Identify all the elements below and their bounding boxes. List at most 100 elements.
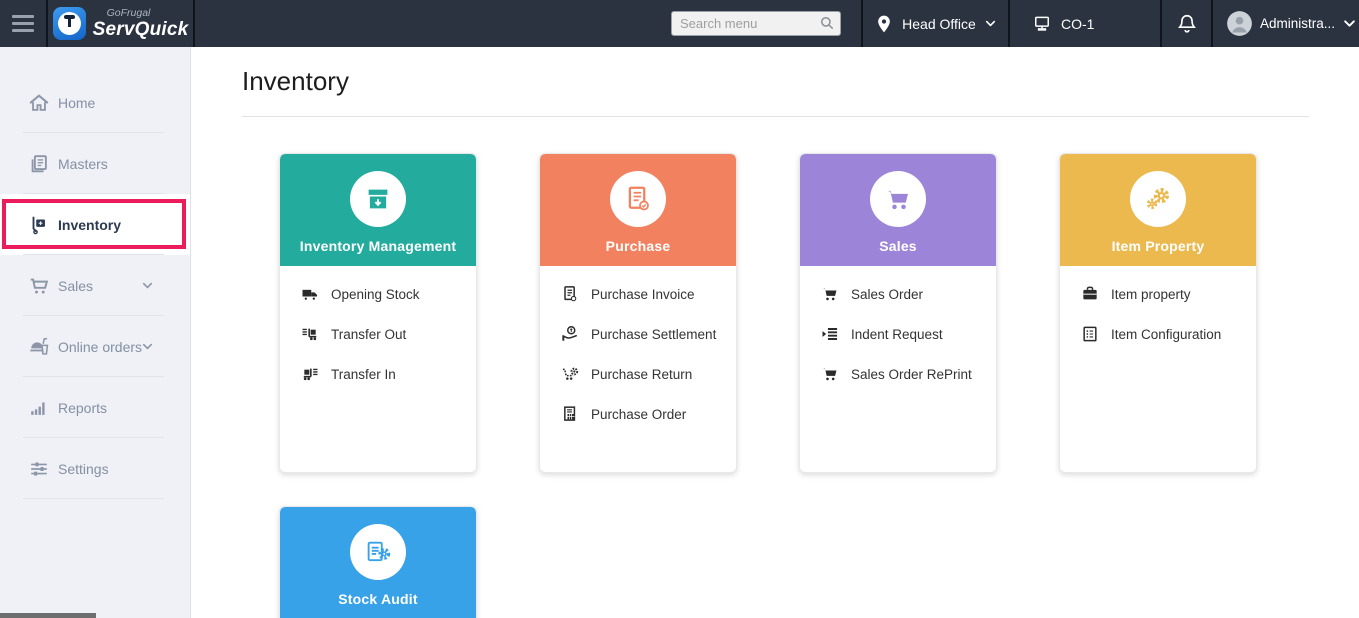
bell-icon: [1176, 13, 1198, 35]
indent-request-icon: [820, 324, 840, 344]
menu-item-sales-order[interactable]: Sales Order: [820, 274, 996, 314]
chevron-down-icon: [141, 279, 154, 292]
menu-item-item-property[interactable]: Item property: [1080, 274, 1256, 314]
inventory-box-icon: [363, 184, 393, 214]
sidebar-item-home[interactable]: Home: [0, 72, 190, 133]
brand-name-top: GoFrugal: [106, 7, 151, 20]
purchase-return-icon: [560, 364, 580, 384]
reports-icon: [28, 397, 50, 419]
menu-item-purchase-settlement[interactable]: Purchase Settlement: [560, 314, 736, 354]
menu-item-opening-stock[interactable]: Opening Stock: [300, 274, 476, 314]
terminal-selector[interactable]: CO-1: [1010, 0, 1160, 47]
card-sales: Sales Sales Order Indent Request Sales Orde…: [799, 153, 997, 473]
purchase-order-icon: [560, 404, 580, 424]
menu-button[interactable]: [0, 0, 46, 47]
menu-item-label: Transfer Out: [331, 326, 407, 342]
menu-item-item-configuration[interactable]: Item Configuration: [1080, 314, 1256, 354]
masters-icon: [28, 153, 50, 175]
card-title: Stock Audit: [338, 591, 418, 607]
sales-order-reprint-icon: [820, 364, 840, 384]
location-selector[interactable]: Head Office: [863, 0, 1008, 47]
menu-item-label: Sales Order RePrint: [851, 366, 972, 382]
menu-item-transfer-out[interactable]: Transfer Out: [300, 314, 476, 354]
sidebar-item-label: Online orders: [58, 338, 143, 355]
sales-icon: [28, 275, 50, 297]
card-menu-list: Sales Order Indent Request Sales Order ReP…: [800, 266, 996, 394]
sales-cart-icon: [883, 184, 913, 214]
location-pin-icon: [874, 14, 894, 34]
search-box: [671, 11, 841, 36]
terminal-icon: [1032, 14, 1052, 34]
topbar-divider: [1211, 0, 1213, 47]
purchase-invoice-small-icon: [560, 284, 580, 304]
search-input[interactable]: [671, 11, 841, 36]
topbar-divider: [1160, 0, 1162, 47]
brand-text: GoFrugal ServQuick: [93, 8, 189, 39]
card-icon-circle: [1130, 171, 1186, 227]
horizontal-scrollbar-thumb[interactable]: [0, 613, 96, 618]
sidebar-item-reports[interactable]: Reports: [0, 377, 190, 438]
card-title: Purchase: [605, 238, 671, 254]
menu-item-indent-request[interactable]: Indent Request: [820, 314, 996, 354]
menu-item-label: Purchase Order: [591, 406, 687, 422]
menu-item-label: Item property: [1111, 286, 1191, 302]
transfer-out-icon: [300, 324, 320, 344]
sidebar-item-masters[interactable]: Masters: [0, 133, 190, 194]
card-purchase: Purchase Purchase Invoice Purchase Settlem…: [539, 153, 737, 473]
menu-item-transfer-in[interactable]: Transfer In: [300, 354, 476, 394]
brand-name-bottom: ServQuick: [92, 18, 189, 40]
transfer-in-icon: [300, 364, 320, 384]
sidebar-item-inventory[interactable]: Inventory: [0, 194, 190, 255]
opening-stock-icon: [300, 284, 320, 304]
chevron-down-icon: [1342, 16, 1357, 31]
sidebar-item-label: Sales: [58, 277, 94, 294]
search-icon[interactable]: [818, 14, 836, 32]
menu-item-label: Item Configuration: [1111, 326, 1222, 342]
sidebar-item-label: Settings: [58, 460, 109, 477]
card-header-purchase[interactable]: Purchase: [540, 154, 736, 266]
cards-grid: Inventory Management Opening Stock Transfe…: [279, 153, 1279, 618]
sidebar-item-settings[interactable]: Settings: [0, 438, 190, 499]
gears-icon: [1143, 184, 1173, 214]
inventory-icon: [28, 214, 50, 236]
topbar-divider: [861, 0, 863, 47]
menu-item-label: Opening Stock: [331, 286, 420, 302]
purchase-settlement-icon: [560, 324, 580, 344]
menu-item-label: Sales Order: [851, 286, 924, 302]
card-header-item-property[interactable]: Item Property: [1060, 154, 1256, 266]
card-header-inventory-management[interactable]: Inventory Management: [280, 154, 476, 266]
main-content: Inventory Inventory Management Opening St…: [191, 47, 1359, 618]
menu-item-purchase-return[interactable]: Purchase Return: [560, 354, 736, 394]
sidebar-item-online-orders[interactable]: Online orders: [0, 316, 190, 377]
item-configuration-icon: [1080, 324, 1100, 344]
sidebar-item-label: Masters: [58, 155, 108, 172]
topbar-divider: [46, 0, 48, 47]
user-menu[interactable]: Administra...: [1213, 0, 1359, 47]
terminal-label: CO-1: [1061, 15, 1095, 32]
user-label: Administra...: [1260, 16, 1336, 31]
card-icon-circle: [610, 171, 666, 227]
home-icon: [28, 92, 50, 114]
sidebar-item-sales[interactable]: Sales: [0, 255, 190, 316]
menu-item-sales-order-reprint[interactable]: Sales Order RePrint: [820, 354, 996, 394]
sidebar-item-label: Home: [58, 94, 96, 111]
card-menu-list: Purchase Invoice Purchase Settlement Purch…: [540, 266, 736, 434]
menu-item-purchase-invoice[interactable]: Purchase Invoice: [560, 274, 736, 314]
sidebar-item-label: Reports: [58, 399, 108, 416]
card-header-stock-audit[interactable]: Stock Audit: [280, 507, 476, 618]
card-header-sales[interactable]: Sales: [800, 154, 996, 266]
servquick-logo-icon: [52, 7, 86, 40]
menu-item-purchase-order[interactable]: Purchase Order: [560, 394, 736, 434]
stock-audit-icon: [363, 537, 393, 567]
sidebar-item-label: Inventory: [58, 216, 122, 233]
sidebar-nav: Home Masters Inventory Sales Online orders Re…: [0, 72, 190, 499]
notifications-button[interactable]: [1162, 0, 1211, 47]
title-divider: [242, 116, 1309, 117]
brand-logo[interactable]: GoFrugal ServQuick: [48, 0, 193, 47]
topbar-divider: [1008, 0, 1010, 47]
online-orders-icon: [28, 336, 50, 358]
card-icon-circle: [350, 171, 406, 227]
menu-item-label: Transfer In: [331, 366, 396, 382]
menu-item-label: Indent Request: [851, 326, 943, 342]
chevron-down-icon: [984, 17, 997, 30]
